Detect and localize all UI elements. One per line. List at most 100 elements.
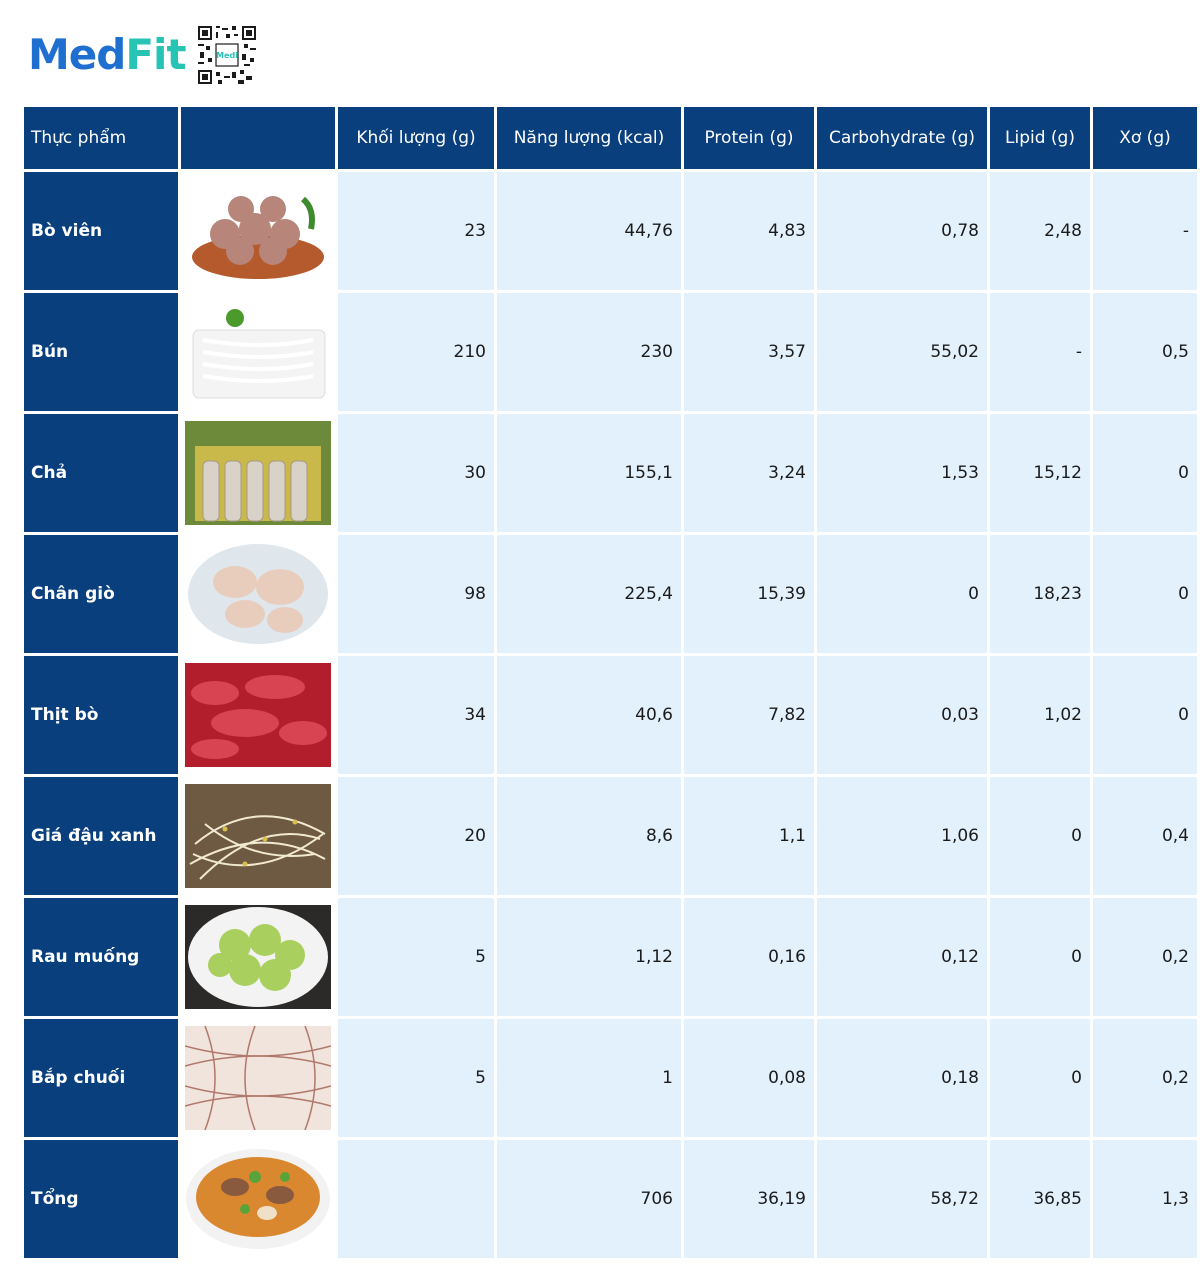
cell-energy: 230 <box>497 293 681 411</box>
food-name: Rau muống <box>24 898 178 1016</box>
cell-energy: 8,6 <box>497 777 681 895</box>
cell-energy: 44,76 <box>497 172 681 290</box>
cell-energy: 1,12 <box>497 898 681 1016</box>
cell-fiber: 0 <box>1093 535 1197 653</box>
raw-beef-photo <box>185 663 331 767</box>
cell-lipid: 0 <box>990 777 1090 895</box>
cell-lipid: 0 <box>990 1019 1090 1137</box>
bun-bo-bowl-photo <box>186 1149 330 1249</box>
header-fiber: Xơ (g) <box>1093 107 1197 169</box>
cell-energy: 40,6 <box>497 656 681 774</box>
cell-lipid: - <box>990 293 1090 411</box>
cell-lipid: 15,12 <box>990 414 1090 532</box>
table-row: Rau muống 5 1,12 0,16 0,12 0 0,2 <box>24 898 1197 1016</box>
cell-fiber: 0,2 <box>1093 1019 1197 1137</box>
cell-mass <box>338 1140 494 1258</box>
cell-carb: 0,12 <box>817 898 987 1016</box>
cell-fiber: 0 <box>1093 414 1197 532</box>
water-spinach-photo <box>185 905 331 1009</box>
beef-balls-photo <box>192 196 324 279</box>
food-image-cell <box>181 898 335 1016</box>
table-row: Giá đậu xanh 20 8,6 1,1 1,06 0 0,4 <box>24 777 1197 895</box>
food-name: Tổng <box>24 1140 178 1258</box>
food-name: Bò viên <box>24 172 178 290</box>
header-protein: Protein (g) <box>684 107 814 169</box>
qr-code-icon: Medi <box>197 26 256 84</box>
header-image <box>181 107 335 169</box>
cell-carb: 1,53 <box>817 414 987 532</box>
cell-fiber: 0 <box>1093 656 1197 774</box>
cell-carb: 1,06 <box>817 777 987 895</box>
cell-energy: 706 <box>497 1140 681 1258</box>
cell-energy: 1 <box>497 1019 681 1137</box>
cell-fiber: 0,4 <box>1093 777 1197 895</box>
cell-protein: 1,1 <box>684 777 814 895</box>
cell-lipid: 2,48 <box>990 172 1090 290</box>
food-name: Bún <box>24 293 178 411</box>
cell-mass: 5 <box>338 898 494 1016</box>
table-row: Tổng 706 36,19 58,72 36,85 1,3 <box>24 1140 1197 1258</box>
cell-lipid: 18,23 <box>990 535 1090 653</box>
food-name: Giá đậu xanh <box>24 777 178 895</box>
cell-protein: 15,39 <box>684 535 814 653</box>
bean-sprouts-photo <box>185 784 331 888</box>
cell-fiber: 1,3 <box>1093 1140 1197 1258</box>
food-name: Chân giò <box>24 535 178 653</box>
food-image-cell <box>181 172 335 290</box>
pork-knuckle-photo <box>188 544 328 644</box>
cell-protein: 0,08 <box>684 1019 814 1137</box>
food-image-cell <box>181 293 335 411</box>
cell-fiber: 0,5 <box>1093 293 1197 411</box>
cell-lipid: 1,02 <box>990 656 1090 774</box>
cell-protein: 36,19 <box>684 1140 814 1258</box>
nutrition-table: Thực phẩm Khối lượng (g) Năng lượng (kca… <box>21 104 1200 1261</box>
header-mass: Khối lượng (g) <box>338 107 494 169</box>
food-name: Bắp chuối <box>24 1019 178 1137</box>
cell-energy: 155,1 <box>497 414 681 532</box>
table-row: Bún 210 230 3,57 55,02-0,5 <box>24 293 1197 411</box>
pork-roll-photo <box>185 421 331 525</box>
cell-protein: 0,16 <box>684 898 814 1016</box>
cell-mass: 98 <box>338 535 494 653</box>
rice-noodles-photo <box>192 309 326 399</box>
food-name: Thịt bò <box>24 656 178 774</box>
header-food: Thực phẩm <box>24 107 178 169</box>
food-image-cell <box>181 656 335 774</box>
cell-protein: 3,24 <box>684 414 814 532</box>
food-image-cell <box>181 1140 335 1258</box>
cell-carb: 0,78 <box>817 172 987 290</box>
cell-protein: 7,82 <box>684 656 814 774</box>
table-header-row: Thực phẩm Khối lượng (g) Năng lượng (kca… <box>24 107 1197 169</box>
food-image-cell <box>181 535 335 653</box>
cell-mass: 20 <box>338 777 494 895</box>
banana-blossom-photo <box>185 1026 331 1130</box>
table-row: Bắp chuối 5 1 0,08 0,18 0 0,2 <box>24 1019 1197 1137</box>
food-image-cell <box>181 414 335 532</box>
cell-fiber: 0,2 <box>1093 898 1197 1016</box>
header-carb: Carbohydrate (g) <box>817 107 987 169</box>
cell-carb: 58,72 <box>817 1140 987 1258</box>
brand-logo: MedFit Medi <box>28 22 256 88</box>
logo-med-text: Med <box>28 30 126 79</box>
food-image-cell <box>181 1019 335 1137</box>
cell-carb: 0,03 <box>817 656 987 774</box>
header-energy: Năng lượng (kcal) <box>497 107 681 169</box>
table-row: Chân giò 98 225,4 15,39 0 18,23 0 <box>24 535 1197 653</box>
cell-carb: 55,02 <box>817 293 987 411</box>
cell-mass: 34 <box>338 656 494 774</box>
table-row: Chả 30 155,1 3,24 1,53 15,12 0 <box>24 414 1197 532</box>
header-lipid: Lipid (g) <box>990 107 1090 169</box>
logo-fit-text: Fit <box>125 30 186 79</box>
cell-lipid: 36,85 <box>990 1140 1090 1258</box>
cell-mass: 210 <box>338 293 494 411</box>
table-row: Thịt bò 34 40,6 7,82 0,03 1,02 0 <box>24 656 1197 774</box>
table-row: Bò viên 23 44,76 4,83 0,78 2,48- <box>24 172 1197 290</box>
cell-protein: 3,57 <box>684 293 814 411</box>
cell-carb: 0 <box>817 535 987 653</box>
qr-center-label: Medi <box>216 51 238 60</box>
cell-lipid: 0 <box>990 898 1090 1016</box>
cell-energy: 225,4 <box>497 535 681 653</box>
logo-wordmark: MedFit <box>28 34 187 76</box>
food-image-cell <box>181 777 335 895</box>
cell-mass: 30 <box>338 414 494 532</box>
